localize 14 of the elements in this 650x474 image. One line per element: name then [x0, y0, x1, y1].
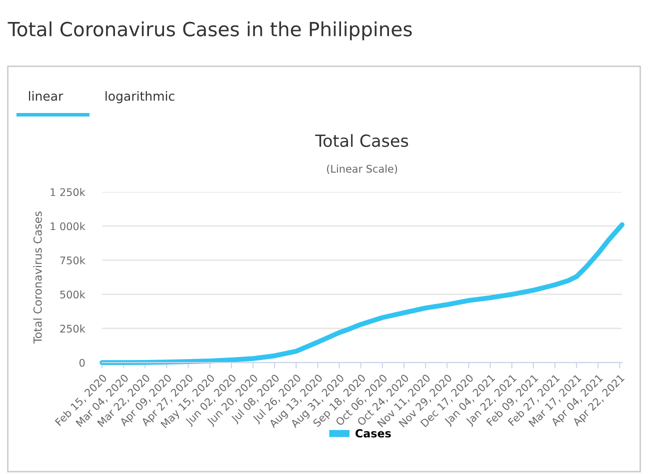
y-tick-label: 250k [60, 324, 86, 333]
y-tick-label: 0 [79, 358, 85, 367]
text: Total Coronavirus Cases in the Philippines [8, 21, 412, 40]
chart-subtitle: (Linear Scale) [327, 164, 398, 174]
y-tick-label: 1 000k [50, 222, 86, 230]
y-tick-label: 750k [60, 256, 86, 264]
chart-title: Total Cases [315, 134, 408, 148]
text: logarithmic [106, 91, 174, 104]
y-tick-label: 1 250k [50, 188, 86, 196]
legend-label: Cases [356, 429, 391, 438]
text: linear [29, 91, 64, 101]
line-series [100, 222, 624, 366]
y-axis-title: Total Coronavirus Cases [33, 212, 42, 344]
y-tick-label: 500k [60, 290, 86, 298]
